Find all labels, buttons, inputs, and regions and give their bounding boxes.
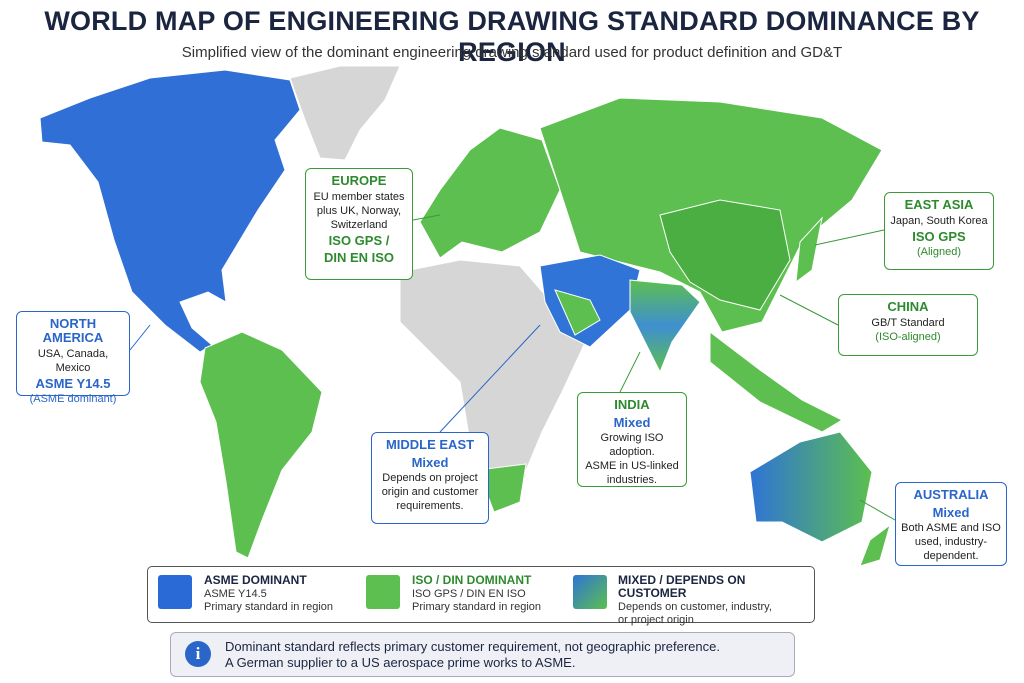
callout-text: plus UK, Norway, bbox=[316, 205, 402, 217]
callout-india: INDIA Mixed Growing ISO adoption. ASME i… bbox=[577, 392, 687, 487]
callout-text: EU member states bbox=[313, 191, 405, 203]
connector bbox=[814, 229, 885, 246]
legend-text: ISO GPS / DIN EN ISO bbox=[412, 588, 526, 600]
callout-title: NORTH AMERICA bbox=[42, 316, 104, 345]
callout-standard: DIN EN ISO bbox=[323, 250, 395, 265]
callout-text: Depends on project bbox=[382, 472, 478, 484]
callout-standard: ISO GPS / bbox=[328, 233, 390, 248]
japan bbox=[795, 216, 823, 284]
callout-title: MIDDLE EAST bbox=[385, 437, 475, 452]
southeast-asia bbox=[709, 330, 844, 433]
china bbox=[659, 199, 791, 311]
callout-text: Growing ISO adoption. bbox=[600, 432, 664, 458]
callout-note: (Aligned) bbox=[916, 246, 962, 258]
callout-text: industries. bbox=[606, 474, 658, 486]
callout-text: dependent. bbox=[923, 550, 979, 562]
callout-text: USA, Canada, Mexico bbox=[37, 348, 109, 374]
north-america bbox=[39, 69, 301, 353]
legend-title: ISO / DIN DOMINANT bbox=[412, 573, 532, 587]
callout-title: INDIA bbox=[614, 397, 650, 412]
australia bbox=[749, 431, 873, 543]
callout-standard: ASME Y14.5 bbox=[35, 376, 111, 391]
callout-east-asia: EAST ASIA Japan, South Korea ISO GPS (Al… bbox=[884, 192, 994, 270]
note-text: Dominant standard reflects primary custo… bbox=[225, 639, 720, 654]
legend-text: Primary standard in region bbox=[412, 601, 542, 613]
south-america bbox=[199, 331, 323, 559]
callout-china: CHINA GB/T Standard (ISO-aligned) bbox=[838, 294, 978, 356]
callout-europe: EUROPE EU member states plus UK, Norway,… bbox=[305, 168, 413, 280]
legend-text: Primary standard in region bbox=[204, 601, 334, 613]
callout-middle-east: MIDDLE EAST Mixed Depends on project ori… bbox=[371, 432, 489, 524]
europe bbox=[419, 127, 561, 259]
legend-item: ISO / DIN DOMINANT ISO GPS / DIN EN ISO … bbox=[412, 574, 541, 614]
legend-title: ASME DOMINANT bbox=[204, 573, 307, 587]
callout-standard: ISO GPS bbox=[912, 229, 966, 244]
callout-text: origin and customer bbox=[381, 486, 479, 498]
callout-text: used, industry- bbox=[914, 536, 988, 548]
legend-item: MIXED / DEPENDS ON CUSTOMER Depends on c… bbox=[618, 574, 814, 627]
legend-swatch bbox=[573, 575, 607, 609]
legend-text: ASME Y14.5 bbox=[204, 588, 267, 600]
callout-note: (ASME dominant) bbox=[29, 393, 117, 405]
connector bbox=[779, 294, 839, 326]
connector bbox=[412, 214, 441, 221]
india bbox=[629, 279, 701, 374]
callout-title: EAST ASIA bbox=[904, 197, 974, 212]
callout-standard: Mixed bbox=[613, 415, 651, 430]
callout-text: ASME in US-linked bbox=[585, 460, 679, 472]
callout-title: EUROPE bbox=[331, 173, 387, 188]
saudi-arabia bbox=[554, 289, 601, 336]
new-zealand bbox=[859, 523, 891, 567]
callout-standard: Mixed bbox=[411, 455, 449, 470]
greenland bbox=[289, 65, 401, 161]
callout-title: AUSTRALIA bbox=[913, 487, 989, 502]
legend-item: ASME DOMINANT ASME Y14.5 Primary standar… bbox=[204, 574, 333, 614]
callout-standard: Mixed bbox=[932, 505, 970, 520]
callout-text: requirements. bbox=[396, 500, 464, 512]
callout-north-america: NORTH AMERICA USA, Canada, Mexico ASME Y… bbox=[16, 311, 130, 405]
africa bbox=[399, 259, 591, 503]
callout-note: (ISO-aligned) bbox=[875, 331, 941, 343]
title: WORLD MAP OF ENGINEERING DRAWING STANDAR… bbox=[44, 6, 980, 67]
legend: ASME DOMINANT ASME Y14.5 Primary standar… bbox=[147, 566, 815, 626]
callout-text: Switzerland bbox=[330, 219, 388, 231]
connector bbox=[619, 351, 641, 393]
legend-title: MIXED / DEPENDS ON CUSTOMER bbox=[618, 573, 746, 600]
legend-swatch bbox=[158, 575, 192, 609]
note: i Dominant standard reflects primary cus… bbox=[170, 632, 795, 677]
subtitle: Simplified view of the dominant engineer… bbox=[181, 44, 843, 61]
callout-australia: AUSTRALIA Mixed Both ASME and ISO used, … bbox=[895, 482, 1007, 566]
connector bbox=[129, 324, 151, 351]
note-text: A German supplier to a US aerospace prim… bbox=[225, 655, 576, 670]
legend-text: or project origin bbox=[618, 614, 694, 626]
callout-text: Both ASME and ISO bbox=[901, 522, 1001, 534]
connector bbox=[859, 499, 896, 521]
callout-text: Japan, South Korea bbox=[890, 215, 988, 227]
callout-title: CHINA bbox=[887, 299, 929, 314]
connector bbox=[439, 324, 541, 433]
legend-text: Depends on customer, industry, bbox=[618, 601, 772, 613]
info-icon: i bbox=[185, 641, 211, 667]
legend-swatch bbox=[366, 575, 400, 609]
callout-text: GB/T Standard bbox=[871, 317, 945, 329]
